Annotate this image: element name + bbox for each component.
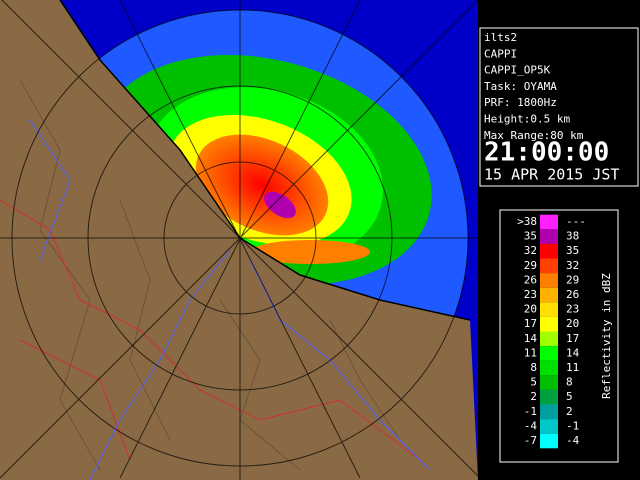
- legend-low: 14: [524, 332, 538, 345]
- legend-low: 5: [530, 376, 537, 389]
- legend-swatch: [540, 316, 558, 332]
- legend-high: 2: [566, 405, 573, 418]
- legend-swatch: [540, 287, 558, 303]
- legend-low: 23: [524, 288, 537, 301]
- legend-high: 5: [566, 390, 573, 403]
- legend-high: 11: [566, 361, 579, 374]
- legend-low: -4: [524, 419, 538, 432]
- legend-low: 8: [530, 361, 537, 374]
- info-line: Task: OYAMA: [484, 80, 557, 93]
- legend-low: -1: [524, 405, 537, 418]
- legend-low: 29: [524, 259, 537, 272]
- info-panel: [479, 27, 639, 187]
- legend-low: >38: [517, 215, 537, 228]
- legend-low: 26: [524, 273, 537, 286]
- legend-high: 14: [566, 346, 580, 359]
- legend-low: 2: [530, 390, 537, 403]
- map: [0, 0, 478, 480]
- legend-high: -1: [566, 419, 579, 432]
- legend-low: -7: [524, 434, 537, 447]
- info-line: ilts2: [484, 31, 517, 44]
- legend-swatch: [540, 375, 558, 390]
- legend-swatch: [540, 433, 558, 449]
- legend-swatch: [540, 243, 558, 259]
- info-line: CAPPI_OP5K: [484, 64, 551, 77]
- legend-high: 29: [566, 273, 579, 286]
- info-line: PRF: 1800Hz: [484, 96, 557, 109]
- legend-low: 35: [524, 230, 537, 243]
- legend-title: Reflectivity in dBZ: [600, 273, 613, 399]
- legend-swatch: [540, 258, 558, 274]
- legend-high: 20: [566, 317, 579, 330]
- legend-low: 17: [524, 317, 537, 330]
- legend-swatch: [540, 346, 558, 361]
- legend-swatch: [540, 214, 558, 230]
- legend-swatch: [540, 302, 558, 317]
- legend-high: 23: [566, 303, 579, 316]
- legend-swatch: [540, 331, 558, 347]
- legend-high: ---: [566, 215, 586, 228]
- legend-high: 8: [566, 376, 573, 389]
- legend-high: 35: [566, 244, 579, 257]
- info-line: CAPPI: [484, 47, 517, 60]
- info-line: Height:0.5 km: [484, 113, 570, 126]
- info-line: Max Range:80 km: [484, 129, 584, 142]
- legend-high: 32: [566, 259, 579, 272]
- legend-high: -4: [566, 434, 580, 447]
- legend-swatch: [540, 389, 558, 405]
- legend-swatch: [540, 360, 558, 376]
- legend-low: 32: [524, 244, 537, 257]
- legend-swatch: [540, 229, 558, 244]
- legend-swatch: [540, 404, 558, 420]
- info-lines: ilts2 CAPPI CAPPI_OP5K Task: OYAMA PRF: 1800…: [484, 31, 584, 142]
- date: 15 APR 2015 JST: [484, 166, 619, 184]
- time: 21:00:00: [484, 138, 609, 168]
- legend-high: 17: [566, 332, 579, 345]
- legend-high: 38: [566, 230, 579, 243]
- legend-high: 26: [566, 288, 579, 301]
- legend-swatch: [540, 419, 558, 434]
- legend-panel: [499, 209, 619, 463]
- legend-swatch: [540, 273, 558, 288]
- legend-low: 20: [524, 303, 537, 316]
- legend-low: 11: [524, 346, 537, 359]
